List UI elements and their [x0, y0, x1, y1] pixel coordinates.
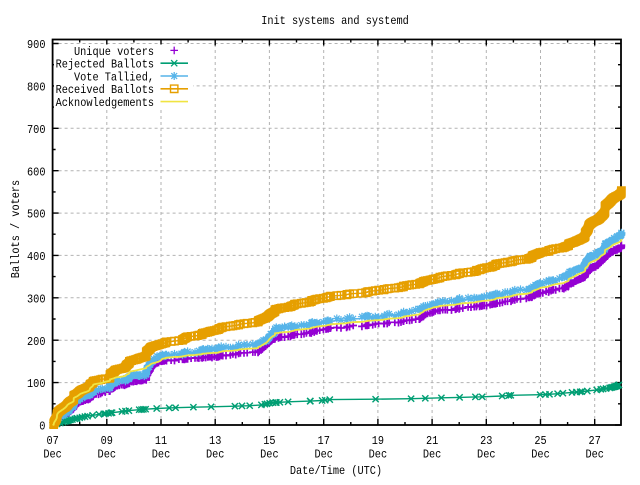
svg-text:Received Ballots: Received Ballots [56, 83, 154, 97]
svg-text:11: 11 [155, 434, 167, 448]
svg-text:Dec: Dec [98, 447, 117, 461]
svg-text:Ballots / voters: Ballots / voters [9, 180, 23, 278]
svg-text:600: 600 [27, 165, 46, 179]
svg-text:Rejected Ballots: Rejected Ballots [56, 58, 154, 72]
svg-text:Dec: Dec [43, 447, 62, 461]
svg-text:Vote Tallied,: Vote Tallied, [74, 70, 154, 84]
svg-text:Dec: Dec [423, 447, 442, 461]
svg-text:09: 09 [101, 434, 113, 448]
svg-text:100: 100 [27, 377, 46, 391]
svg-text:17: 17 [318, 434, 330, 448]
svg-text:0: 0 [39, 420, 45, 434]
svg-text:Date/Time (UTC): Date/Time (UTC) [290, 464, 382, 478]
svg-text:15: 15 [263, 434, 275, 448]
svg-text:Dec: Dec [585, 447, 604, 461]
svg-text:Acknowledgements: Acknowledgements [56, 96, 154, 110]
svg-text:Dec: Dec [369, 447, 388, 461]
svg-text:Dec: Dec [531, 447, 550, 461]
svg-text:800: 800 [27, 81, 46, 95]
svg-text:700: 700 [27, 123, 46, 137]
svg-text:Dec: Dec [152, 447, 171, 461]
svg-text:300: 300 [27, 292, 46, 306]
svg-text:19: 19 [372, 434, 384, 448]
svg-text:Dec: Dec [260, 447, 279, 461]
svg-text:23: 23 [480, 434, 492, 448]
svg-text:Dec: Dec [314, 447, 333, 461]
svg-text:27: 27 [589, 434, 601, 448]
svg-text:900: 900 [27, 38, 46, 52]
svg-text:200: 200 [27, 335, 46, 349]
svg-text:400: 400 [27, 250, 46, 264]
svg-text:25: 25 [534, 434, 546, 448]
svg-text:13: 13 [209, 434, 221, 448]
svg-text:Unique voters: Unique voters [74, 45, 154, 59]
svg-text:Dec: Dec [206, 447, 225, 461]
svg-text:500: 500 [27, 208, 46, 222]
svg-text:21: 21 [426, 434, 438, 448]
svg-text:Init systems and systemd: Init systems and systemd [261, 14, 409, 28]
svg-text:07: 07 [46, 434, 58, 448]
svg-text:Dec: Dec [477, 447, 496, 461]
